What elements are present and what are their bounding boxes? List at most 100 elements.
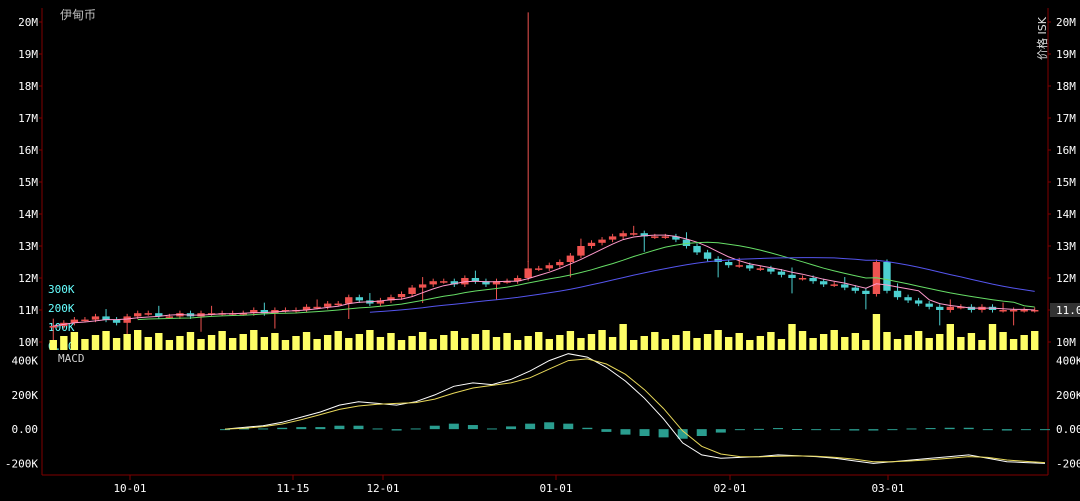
- x-tick-label: 02-01: [713, 482, 746, 495]
- candle-body: [925, 303, 933, 307]
- macd-histogram-bar: [582, 427, 593, 430]
- x-tick-label: 01-01: [539, 482, 572, 495]
- y-tick-label-right: 14M: [1056, 208, 1076, 221]
- candle-body: [250, 310, 258, 314]
- volume-bar: [418, 332, 427, 350]
- volume-bar: [1020, 335, 1028, 350]
- volume-bar: [376, 337, 385, 350]
- macd-histogram-bar: [506, 426, 517, 430]
- volume-bar: [461, 338, 469, 350]
- y-tick-label-right: 16M: [1056, 144, 1076, 157]
- macd-histogram-bar: [334, 425, 345, 430]
- volume-bar: [49, 340, 57, 350]
- macd-histogram-bar: [467, 425, 478, 430]
- volume-bar: [1031, 331, 1039, 350]
- volume-bar: [366, 330, 374, 350]
- candle-body: [1031, 310, 1039, 312]
- y-tick-label-right: 20M: [1056, 16, 1076, 29]
- macd-tick-label-right: 0.00: [1056, 423, 1080, 436]
- candle-body: [735, 265, 743, 267]
- macd-histogram-bar: [677, 429, 688, 439]
- macd-tick-label-left: 400K: [12, 355, 39, 368]
- macd-tick-label-left: 200K: [12, 389, 39, 402]
- candle-body: [703, 252, 712, 259]
- volume-bar: [830, 330, 838, 350]
- candle-body: [345, 297, 353, 304]
- candle-body: [397, 294, 406, 298]
- volume-tick-label: 200K: [48, 302, 75, 315]
- macd-histogram-bar: [1020, 429, 1031, 431]
- candle-body: [608, 236, 617, 240]
- macd-histogram-bar: [220, 429, 230, 431]
- volume-bar: [819, 334, 828, 350]
- y-tick-label-right: 18M: [1056, 80, 1076, 93]
- macd-histogram-bar: [963, 427, 974, 430]
- macd-histogram-bar: [1001, 429, 1012, 431]
- candle-body: [756, 268, 765, 270]
- candle-body: [851, 287, 860, 291]
- candle-body: [302, 306, 311, 310]
- candle-body: [123, 316, 131, 323]
- candle-body: [788, 274, 796, 278]
- candle-body: [81, 319, 89, 322]
- candle-body: [693, 246, 701, 253]
- x-tick-label: 10-01: [113, 482, 146, 495]
- last-price-label: 11.0M: [1056, 304, 1080, 317]
- candle-body: [893, 290, 902, 298]
- volume-bar: [102, 331, 110, 350]
- macd-histogram-bar: [429, 425, 440, 430]
- candle-body: [440, 281, 448, 283]
- volume-bar: [91, 335, 100, 350]
- candle-body: [619, 233, 627, 237]
- ma-short-line: [53, 234, 1035, 327]
- candle-body: [91, 316, 100, 320]
- candle-body: [429, 281, 437, 285]
- volume-bar: [883, 332, 891, 350]
- y-tick-label-left: 13M: [18, 240, 38, 253]
- volume-bar: [619, 324, 627, 350]
- candle-body: [144, 313, 152, 315]
- candle-body: [819, 281, 828, 285]
- candle-body: [587, 242, 596, 246]
- volume-bar: [746, 340, 754, 350]
- macd-tick-label-right: -200K: [1056, 457, 1080, 470]
- volume-tick-label: 300K: [48, 283, 75, 296]
- volume-bar: [714, 330, 722, 350]
- volume-bar: [756, 336, 765, 350]
- macd-histogram-bar: [734, 429, 745, 431]
- volume-bar: [640, 336, 648, 350]
- macd-histogram-bar: [792, 429, 803, 431]
- candle-body: [313, 306, 321, 309]
- y-tick-label-left: 20M: [18, 16, 38, 29]
- volume-bar: [334, 331, 342, 350]
- volume-bar: [218, 331, 226, 350]
- volume-bar: [387, 333, 395, 350]
- macd-histogram-bar: [296, 427, 307, 430]
- candle-body: [957, 306, 965, 309]
- volume-bar: [556, 335, 564, 350]
- volume-bar: [313, 339, 321, 350]
- y-tick-label-right: 12M: [1056, 272, 1076, 285]
- volume-bar: [798, 331, 807, 350]
- macd-histogram-bar: [982, 429, 993, 431]
- y-tick-label-right: 19M: [1056, 48, 1076, 61]
- candle-body: [471, 278, 480, 282]
- volume-bar: [440, 335, 448, 350]
- candle-body: [482, 281, 490, 285]
- candle-body: [418, 284, 427, 288]
- candle-body: [207, 313, 216, 315]
- volume-bar: [239, 334, 247, 350]
- macd-histogram-bar: [715, 429, 726, 433]
- candle-body: [798, 278, 807, 280]
- macd-label: MACD: [58, 352, 85, 365]
- candle-body: [513, 278, 522, 282]
- candle-body: [376, 300, 385, 304]
- candle-body: [112, 319, 121, 323]
- candle-body: [535, 268, 543, 270]
- candle-body: [746, 265, 754, 269]
- y-tick-label-left: 18M: [18, 80, 38, 93]
- volume-bar: [957, 337, 965, 350]
- macd-tick-label-left: 0.00: [12, 423, 39, 436]
- volume-bar: [693, 338, 701, 350]
